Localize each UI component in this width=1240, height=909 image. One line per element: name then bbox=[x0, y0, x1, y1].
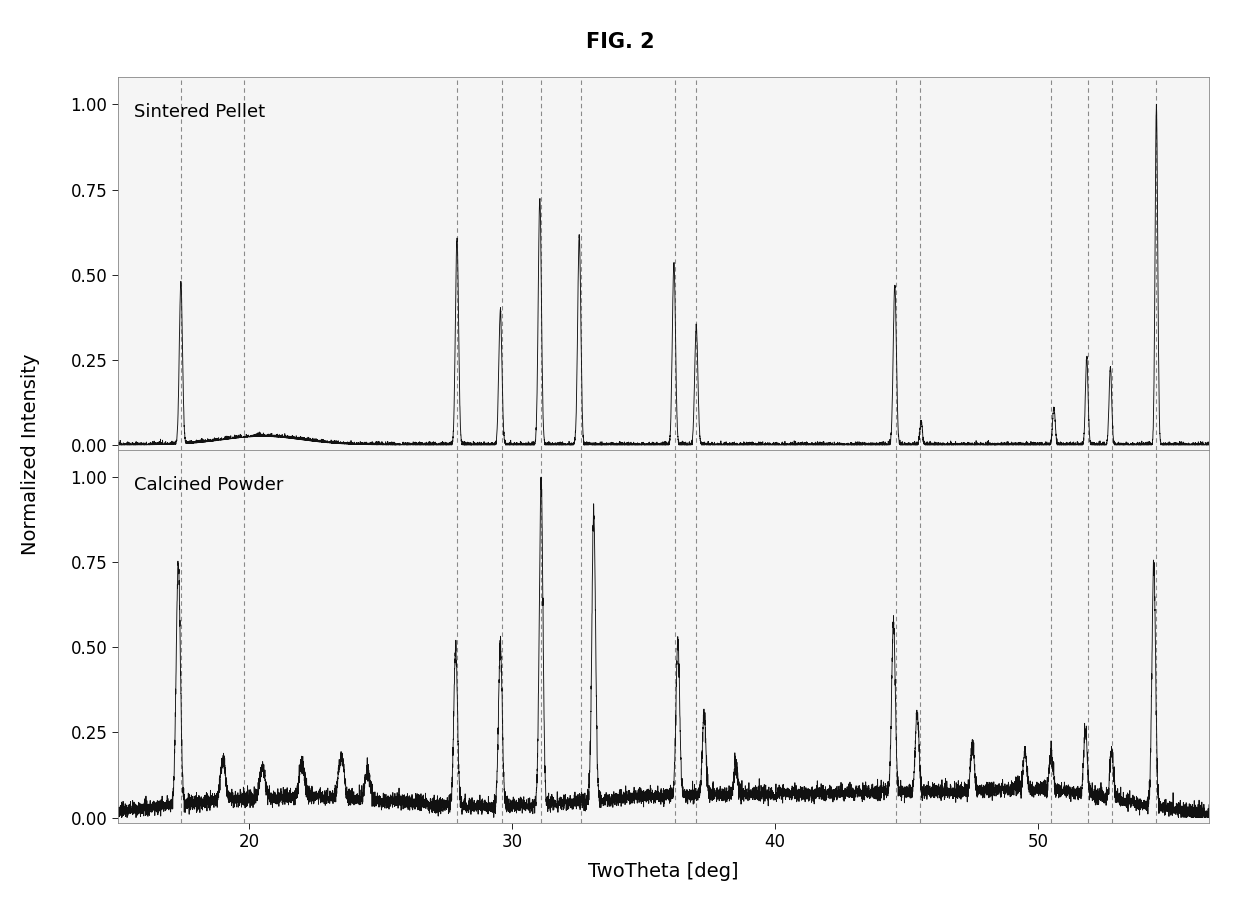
Text: Normalized Intensity: Normalized Intensity bbox=[21, 354, 41, 555]
X-axis label: TwoTheta [deg]: TwoTheta [deg] bbox=[588, 862, 739, 881]
Text: Calcined Powder: Calcined Powder bbox=[134, 476, 284, 494]
Text: FIG. 2: FIG. 2 bbox=[585, 32, 655, 52]
Text: Sintered Pellet: Sintered Pellet bbox=[134, 104, 265, 122]
